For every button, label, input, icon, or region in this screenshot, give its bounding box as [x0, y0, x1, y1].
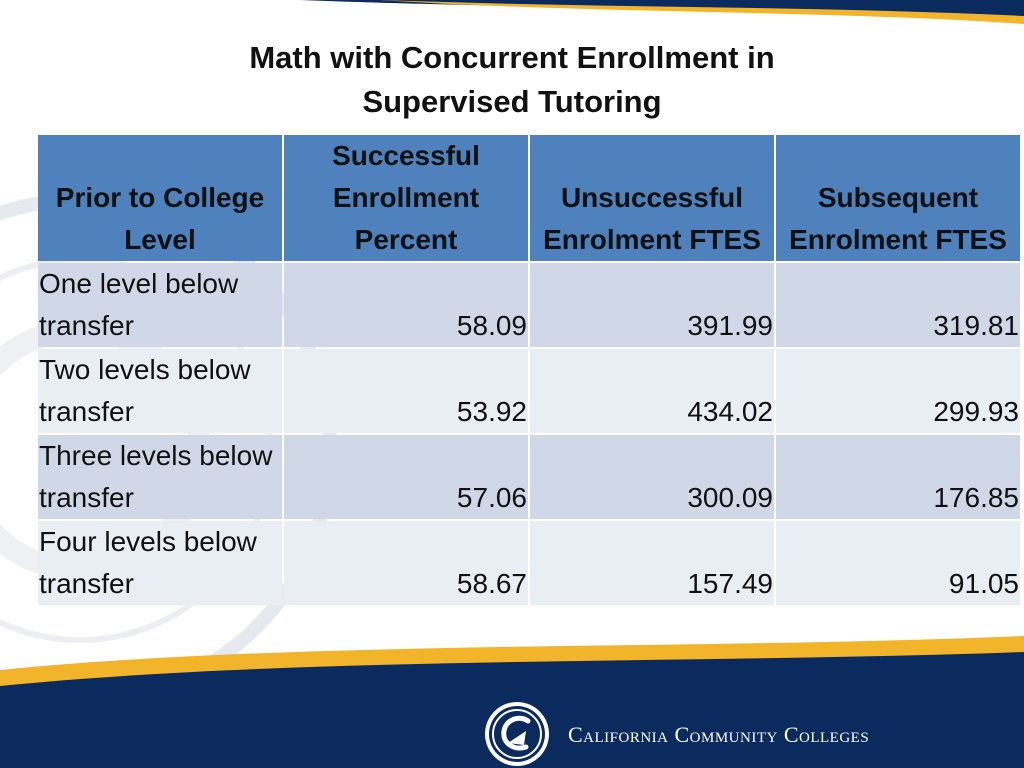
header-subsequent-ftes: Subsequent Enrolment FTES	[776, 135, 1020, 261]
row-unsuccessful-ftes: 157.49	[530, 521, 774, 605]
table-row: Four levels below transfer 58.67 157.49 …	[38, 521, 1020, 605]
row-success-percent: 58.67	[284, 521, 528, 605]
slide-title: Math with Concurrent Enrollment in Super…	[0, 36, 1024, 124]
table-row: Two levels below transfer 53.92 434.02 2…	[38, 349, 1020, 433]
table-row: One level below transfer 58.09 391.99 31…	[38, 263, 1020, 347]
row-subsequent-ftes: 299.93	[776, 349, 1020, 433]
row-success-percent: 57.06	[284, 435, 528, 519]
row-level-label: Three levels below transfer	[38, 435, 282, 519]
footer-banner	[0, 636, 1024, 768]
row-level-label: One level below transfer	[38, 263, 282, 347]
row-unsuccessful-ftes: 434.02	[530, 349, 774, 433]
row-success-percent: 53.92	[284, 349, 528, 433]
ccc-seal-icon	[485, 702, 549, 766]
table-header-row: Prior to College Level Successful Enroll…	[38, 135, 1020, 261]
enrollment-table: Prior to College Level Successful Enroll…	[36, 133, 1022, 607]
row-subsequent-ftes: 319.81	[776, 263, 1020, 347]
row-subsequent-ftes: 176.85	[776, 435, 1020, 519]
header-unsuccessful-ftes: Unsuccessful Enrolment FTES	[530, 135, 774, 261]
table-row: Three levels below transfer 57.06 300.09…	[38, 435, 1020, 519]
slide-title-line-2: Supervised Tutoring	[362, 84, 662, 119]
footer-organization-name: California Community Colleges	[568, 722, 870, 747]
header-prior-level: Prior to College Level	[38, 135, 282, 261]
row-success-percent: 58.09	[284, 263, 528, 347]
row-subsequent-ftes: 91.05	[776, 521, 1020, 605]
row-level-label: Two levels below transfer	[38, 349, 282, 433]
row-unsuccessful-ftes: 391.99	[530, 263, 774, 347]
row-unsuccessful-ftes: 300.09	[530, 435, 774, 519]
slide-title-line-1: Math with Concurrent Enrollment in	[249, 40, 775, 75]
top-banner	[300, 0, 1024, 24]
row-level-label: Four levels below transfer	[38, 521, 282, 605]
header-success-percent: Successful Enrollment Percent	[284, 135, 528, 261]
